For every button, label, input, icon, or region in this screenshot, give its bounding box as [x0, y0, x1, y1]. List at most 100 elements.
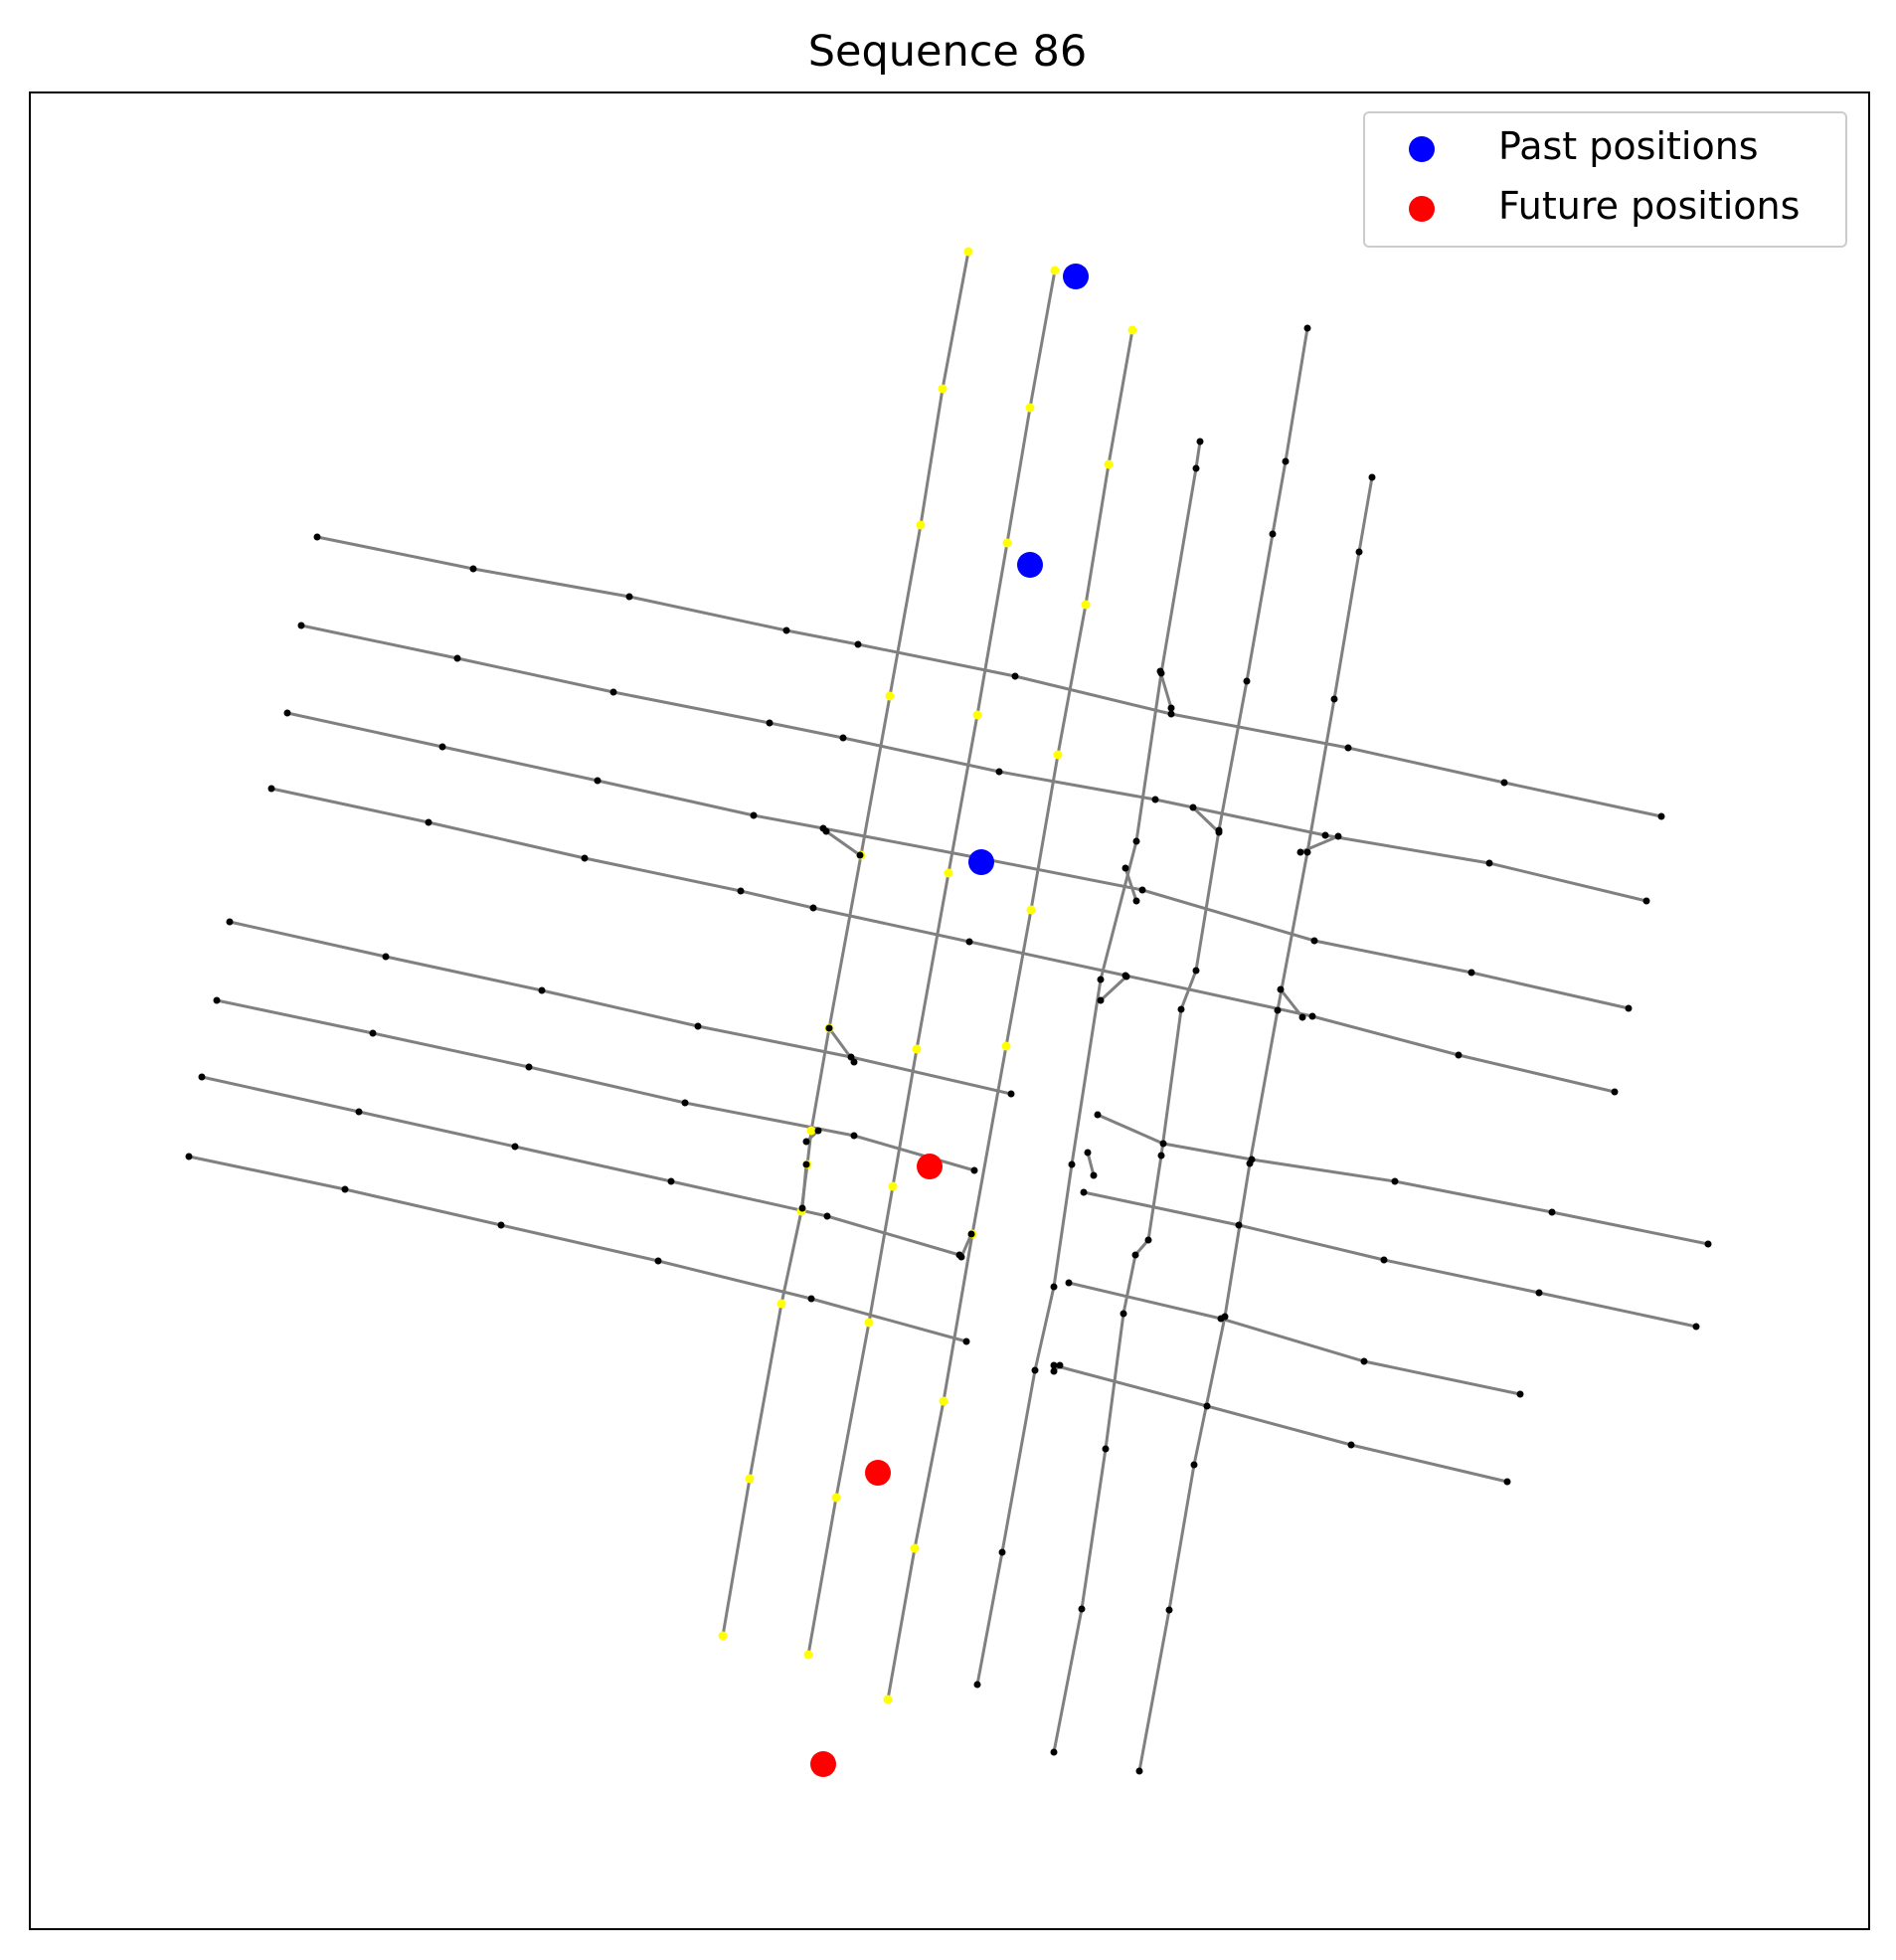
lane-node-6-10	[1135, 1767, 1143, 1775]
legend-marker-past	[1409, 136, 1435, 162]
connector-node-12-2	[967, 1230, 975, 1238]
connector-node-7-1	[1277, 985, 1285, 993]
highlight-node-1-12	[718, 1631, 728, 1641]
plot-frame	[29, 91, 1870, 1930]
connector-node-8-2	[850, 1058, 858, 1066]
lane-node-8-8	[1321, 831, 1329, 839]
lane-node-4-2	[1192, 464, 1200, 472]
lane-6	[1137, 476, 1374, 1772]
highlight-node-3-4	[1053, 750, 1063, 760]
lane-node-5-13	[1078, 1605, 1086, 1613]
lane-node-14-4	[654, 1257, 662, 1265]
lane-node-15-2	[1159, 1140, 1167, 1148]
highlight-node-3-5	[1026, 905, 1036, 915]
legend: Past positions Future positions	[1363, 111, 1847, 248]
lane-node-14-6	[962, 1337, 970, 1345]
lane-node-9-4	[750, 811, 758, 819]
lane-node-5-8	[1157, 1152, 1165, 1159]
highlight-node-1-10	[776, 1299, 786, 1309]
lane-node-7-7	[1167, 710, 1175, 718]
legend-box	[1363, 111, 1847, 248]
lane-node-14-5	[807, 1295, 815, 1303]
lane-11	[229, 920, 1012, 1096]
lane-node-7-4	[782, 626, 790, 634]
lane-node-17-2	[1217, 1315, 1225, 1323]
lane-node-5-7	[1177, 1005, 1185, 1013]
lane-node-6-9	[1165, 1606, 1173, 1614]
lane-node-8-9	[1485, 859, 1493, 867]
connector-node-11-2	[1090, 1171, 1098, 1179]
lane-node-17-3	[1360, 1357, 1368, 1365]
connector-node-6-2	[1097, 996, 1105, 1004]
lane-node-10-10	[1611, 1088, 1619, 1096]
connector-node-13-2	[1050, 1367, 1058, 1375]
lane-node-15-3	[1248, 1156, 1256, 1163]
lane-node-15-1	[1094, 1111, 1102, 1119]
lane-node-6-8	[1190, 1461, 1198, 1469]
lane-node-13-3	[511, 1143, 519, 1151]
lane-9	[286, 711, 1630, 1010]
lane-node-4-9	[998, 1548, 1006, 1556]
connector-node-13-1	[1056, 1361, 1064, 1369]
connector-node-2-1	[1189, 803, 1197, 811]
lane-node-11-6	[1007, 1090, 1015, 1098]
lane-node-10-9	[1455, 1051, 1463, 1059]
lane-node-4-1	[1196, 438, 1204, 445]
lane-node-12-1	[213, 996, 221, 1004]
connector-node-4-1	[1121, 864, 1129, 872]
lane-node-14-1	[185, 1153, 193, 1160]
lane-node-17-4	[1516, 1390, 1524, 1398]
lane-node-7-2	[469, 565, 477, 573]
future-position-1	[917, 1154, 943, 1179]
lane-node-12-2	[369, 1029, 377, 1037]
lane-node-5-9	[1144, 1236, 1152, 1244]
lane-node-7-6	[1011, 672, 1019, 680]
connector-node-1-1	[1156, 667, 1164, 675]
lane-1	[721, 251, 970, 1637]
lane-node-13-2	[355, 1108, 363, 1116]
lane-node-8-2	[453, 654, 461, 662]
lane-connector-1	[1158, 670, 1173, 709]
lane-node-8-1	[297, 622, 305, 629]
lane-node-4-6	[1068, 1160, 1076, 1168]
lane-node-14-2	[341, 1185, 349, 1193]
lane-node-8-10	[1642, 897, 1650, 905]
lane-connector-6	[1099, 975, 1128, 1002]
lane-node-15-4	[1391, 1177, 1399, 1185]
connector-node-1-2	[1167, 704, 1175, 712]
connector-node-11-1	[1084, 1149, 1092, 1157]
lane-nodes	[185, 247, 1712, 1775]
connector-node-5-1	[822, 827, 830, 835]
lane-node-11-4	[694, 1022, 702, 1030]
connector-node-10-1	[802, 1160, 810, 1168]
lane-13	[201, 1075, 960, 1257]
lane-node-18-1	[1050, 1361, 1058, 1369]
lane-connector-2	[1191, 805, 1221, 834]
lane-node-9-3	[594, 777, 602, 785]
lane-node-15-5	[1548, 1208, 1556, 1216]
lane-node-16-2	[1235, 1221, 1243, 1229]
lane-node-6-1	[1368, 473, 1376, 481]
lane-node-7-1	[313, 533, 321, 541]
lane-node-5-12	[1102, 1445, 1110, 1453]
lane-8	[300, 624, 1647, 903]
lane-node-9-10	[1625, 1004, 1633, 1012]
lane-connector-5	[825, 829, 861, 857]
highlight-node-2-7	[888, 1181, 898, 1191]
lane-node-6-2	[1355, 548, 1363, 556]
lane-node-8-6	[995, 768, 1003, 776]
highlight-node-2-2	[1025, 403, 1035, 413]
connector-node-3-2	[1334, 832, 1342, 840]
lane-node-4-5	[1097, 976, 1105, 983]
lane-node-10-4	[737, 887, 745, 895]
lane-2	[806, 269, 1057, 1656]
highlight-node-1-7	[806, 1126, 816, 1136]
lane-4	[975, 441, 1202, 1686]
lane-node-8-7	[1151, 796, 1159, 803]
highlight-node-3-6	[1001, 1041, 1011, 1051]
highlight-node-1-4	[885, 691, 895, 701]
lane-node-10-5	[809, 904, 817, 912]
lane-node-9-7	[1138, 886, 1146, 894]
lane-7	[316, 535, 1662, 818]
